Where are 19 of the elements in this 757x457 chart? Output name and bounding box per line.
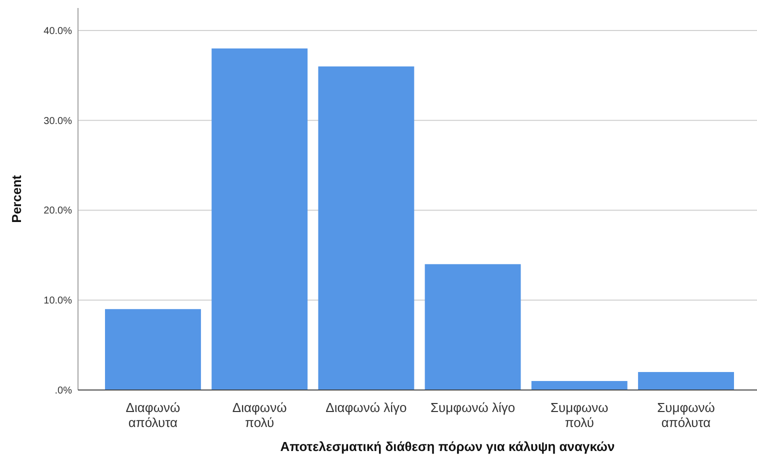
bar	[638, 372, 734, 390]
x-tick-label: Διαφωνώ πολύ	[232, 400, 287, 430]
y-tick-label: 20.0%	[44, 206, 72, 217]
bar	[212, 48, 308, 390]
x-axis-title: Αποτελεσματική διάθεση πόρων για κάλυψη αναγκών	[280, 439, 615, 454]
bar	[424, 264, 521, 390]
y-axis-title: Percent	[9, 174, 24, 223]
x-tick-label: Συμφωνώ απόλυτα	[657, 400, 715, 430]
x-tick-label: Διαφωνώ απόλυτα	[126, 400, 180, 430]
y-tick-label: 10.0%	[44, 296, 72, 307]
bar	[318, 66, 414, 390]
bar	[105, 309, 201, 390]
x-tick-label: Συμφωνω πολύ	[550, 400, 608, 430]
x-tick-label: Συμφωνώ λίγο	[430, 400, 516, 415]
bar	[531, 381, 628, 390]
y-tick-label: 40.0%	[44, 26, 72, 37]
x-tick-label: Διαφωνώ λίγο	[326, 400, 407, 415]
y-tick-label: .0%	[54, 386, 72, 396]
y-tick-label: 30.0%	[44, 116, 72, 127]
